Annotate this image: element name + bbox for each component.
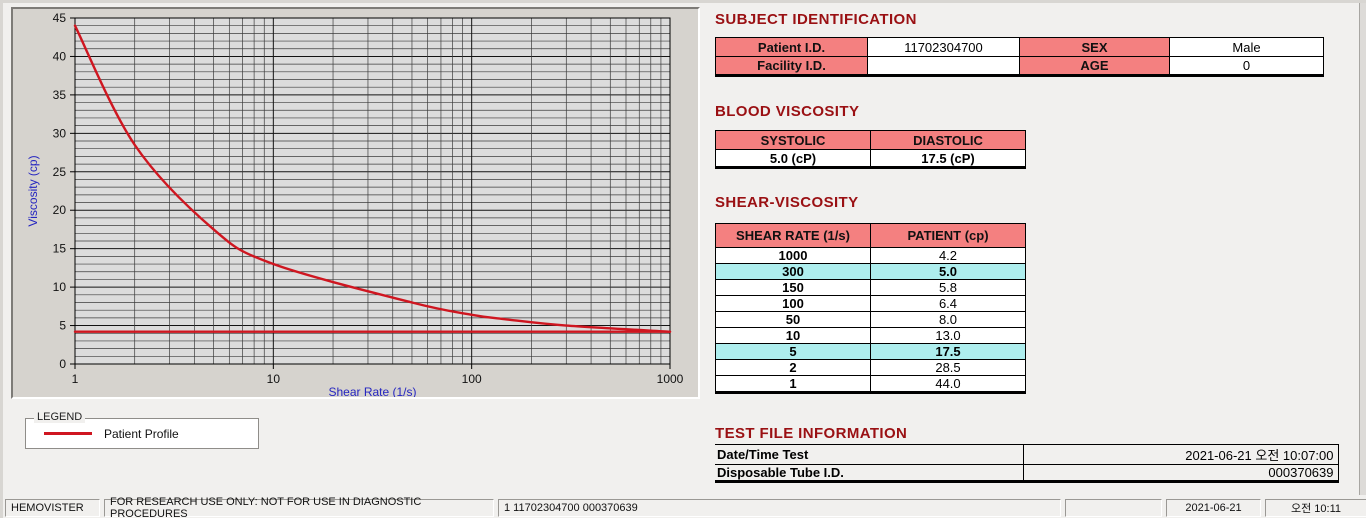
shear-rate-cell: 100 (715, 295, 871, 312)
subject-identification-table: Patient I.D. 11702304700 SEX Male Facili… (715, 37, 1324, 77)
shear-rate-cell: 300 (715, 263, 871, 280)
table-row: 100 6.4 (715, 295, 1026, 312)
table-row: Patient I.D. 11702304700 SEX Male (715, 37, 1324, 57)
patient-viscosity-cell: 8.0 (870, 311, 1026, 328)
status-research-disclaimer: FOR RESEARCH USE ONLY: NOT FOR USE IN DI… (104, 496, 494, 518)
disposable-tube-id-value: 000370639 (1023, 464, 1339, 482)
table-row: 10 13.0 (715, 327, 1026, 344)
legend-groupbox: LEGEND Patient Profile (25, 411, 259, 449)
facility-id-value (867, 56, 1020, 76)
patient-viscosity-cell: 4.2 (870, 247, 1026, 264)
date-time-test-label: Date/Time Test (715, 444, 1024, 465)
svg-text:25: 25 (53, 165, 67, 179)
shear-rate-cell: 1 (715, 375, 871, 393)
svg-text:10: 10 (53, 280, 67, 294)
table-row: 5.0 (cP) 17.5 (cP) (715, 149, 1026, 168)
table-row: SYSTOLIC DIASTOLIC (715, 130, 1026, 150)
svg-text:100: 100 (462, 372, 482, 386)
patient-cp-header: PATIENT (cp) (870, 223, 1026, 248)
disposable-tube-id-label: Disposable Tube I.D. (715, 464, 1024, 482)
shear-rate-cell: 2 (715, 359, 871, 376)
date-time-test-value: 2021-06-21 오전 10:07:00 (1023, 444, 1339, 465)
table-row: 5 17.5 (715, 343, 1026, 360)
table-row: 50 8.0 (715, 311, 1026, 328)
shear-viscosity-heading: SHEAR-VISCOSITY (715, 194, 859, 211)
svg-text:Viscosity (cp): Viscosity (cp) (26, 155, 40, 226)
table-header-row: SHEAR RATE (1/s) PATIENT (cp) (715, 223, 1026, 248)
shear-rate-cell: 1000 (715, 247, 871, 264)
sex-label: SEX (1019, 37, 1170, 57)
table-row: Disposable Tube I.D. 000370639 (715, 464, 1339, 482)
svg-text:0: 0 (59, 357, 66, 371)
table-row: 2 28.5 (715, 359, 1026, 376)
table-row: 1000 4.2 (715, 247, 1026, 264)
svg-text:20: 20 (53, 203, 67, 217)
patient-viscosity-cell: 5.8 (870, 279, 1026, 296)
status-empty-panel (1065, 499, 1162, 517)
patient-viscosity-cell: 13.0 (870, 327, 1026, 344)
legend-box: Patient Profile (25, 418, 259, 449)
svg-text:1: 1 (72, 372, 79, 386)
svg-text:35: 35 (53, 88, 67, 102)
table-row: Date/Time Test 2021-06-21 오전 10:07:00 (715, 444, 1339, 465)
table-row: 1 44.0 (715, 375, 1026, 393)
svg-text:1000: 1000 (657, 372, 684, 386)
status-time: 오전 10:11 (1265, 499, 1366, 517)
age-value: 0 (1169, 56, 1324, 76)
patient-profile-line-swatch (44, 432, 92, 435)
systolic-header: SYSTOLIC (715, 130, 871, 150)
diastolic-header: DIASTOLIC (870, 130, 1026, 150)
age-label: AGE (1019, 56, 1170, 76)
diastolic-value: 17.5 (cP) (870, 149, 1026, 168)
svg-text:10: 10 (267, 372, 281, 386)
status-date: 2021-06-21 (1166, 499, 1261, 517)
patient-id-label: Patient I.D. (715, 37, 868, 57)
table-row: Facility I.D. AGE 0 (715, 56, 1324, 76)
shear-rate-header: SHEAR RATE (1/s) (715, 223, 871, 248)
patient-viscosity-cell: 5.0 (870, 263, 1026, 280)
patient-viscosity-cell: 28.5 (870, 359, 1026, 376)
table-row: 150 5.8 (715, 279, 1026, 296)
viscosity-chart-panel: 0 5 10 15 20 25 30 35 40 45 1 10 100 1000 Shear Rate (… (11, 7, 700, 399)
shear-viscosity-chart: 0 5 10 15 20 25 30 35 40 45 1 10 100 1000 Shear Rate (… (26, 11, 684, 397)
patient-viscosity-cell: 6.4 (870, 295, 1026, 312)
blood-viscosity-table: SYSTOLIC DIASTOLIC 5.0 (cP) 17.5 (cP) (715, 130, 1026, 169)
sex-value: Male (1169, 37, 1324, 57)
test-file-information-table: Date/Time Test 2021-06-21 오전 10:07:00 Di… (715, 444, 1339, 483)
window-right-border (1359, 3, 1366, 495)
svg-text:30: 30 (53, 126, 67, 140)
facility-id-label: Facility I.D. (715, 56, 868, 76)
svg-text:15: 15 (53, 242, 67, 256)
svg-text:Shear Rate (1/s): Shear Rate (1/s) (328, 385, 416, 397)
shear-rate-cell: 10 (715, 327, 871, 344)
patient-viscosity-cell: 17.5 (870, 343, 1026, 360)
subject-identification-heading: SUBJECT IDENTIFICATION (715, 11, 917, 28)
shear-rate-cell: 50 (715, 311, 871, 328)
svg-text:40: 40 (53, 49, 67, 63)
svg-text:5: 5 (59, 319, 66, 333)
patient-id-value: 11702304700 (867, 37, 1020, 57)
legend-entry-patient-profile: Patient Profile (104, 426, 179, 441)
table-row: 300 5.0 (715, 263, 1026, 280)
shear-rate-cell: 5 (715, 343, 871, 360)
shear-rate-cell: 150 (715, 279, 871, 296)
blood-viscosity-heading: BLOOD VISCOSITY (715, 103, 860, 120)
status-bar: HEMOVISTER FOR RESEARCH USE ONLY: NOT FO… (3, 496, 1366, 518)
status-test-ids: 1 11702304700 000370639 (498, 499, 1061, 517)
shear-viscosity-table: SHEAR RATE (1/s) PATIENT (cp) 1000 4.2 3… (715, 223, 1026, 394)
svg-text:45: 45 (53, 11, 67, 25)
patient-viscosity-cell: 44.0 (870, 375, 1026, 393)
test-file-information-heading: TEST FILE INFORMATION (715, 425, 908, 442)
systolic-value: 5.0 (cP) (715, 149, 871, 168)
status-app-name: HEMOVISTER (5, 499, 100, 517)
legend-title: LEGEND (34, 411, 86, 423)
